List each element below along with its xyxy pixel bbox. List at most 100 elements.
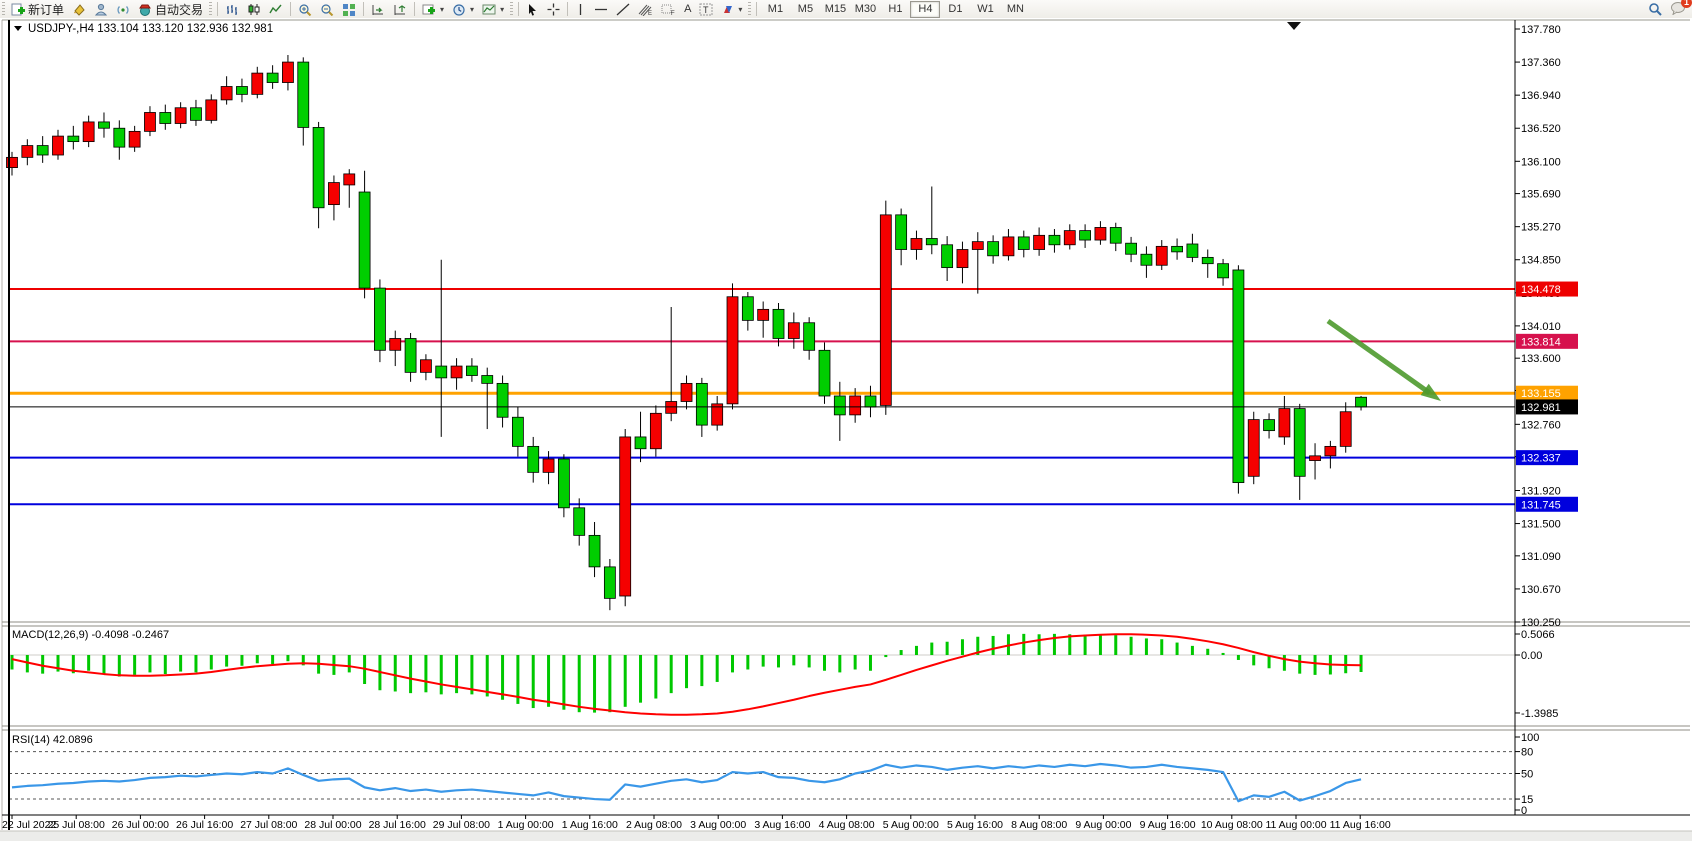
new-order-button[interactable]: 新订单 <box>7 0 68 18</box>
time-axis-label: 4 Aug 08:00 <box>819 819 875 831</box>
crosshair-tool-button[interactable] <box>543 0 564 18</box>
horizontal-scrollbar[interactable] <box>0 831 1692 841</box>
candle-body <box>511 416 524 447</box>
paint-bucket-icon <box>74 3 85 16</box>
price-label-box <box>1516 281 1578 297</box>
indicators-button[interactable]: ▾ <box>418 0 448 18</box>
vertical-line-icon <box>579 3 582 15</box>
time-axis-label: 9 Aug 00:00 <box>1075 819 1131 831</box>
candle-body <box>481 375 494 384</box>
chat-button[interactable]: 1 <box>1670 0 1692 18</box>
candle-body <box>266 72 279 83</box>
candle-body <box>864 395 877 408</box>
candle-body <box>1201 256 1214 265</box>
horizontal-line-tool-button[interactable] <box>590 0 612 18</box>
grid-tool-button[interactable]: F <box>657 0 680 18</box>
timeframe-w1[interactable]: W1 <box>977 2 994 15</box>
candle-body <box>465 365 478 376</box>
vertical-line-tool-button[interactable] <box>571 0 590 18</box>
periods-button[interactable]: ▾ <box>448 0 478 18</box>
candle-body <box>144 112 156 132</box>
profile-icon <box>94 3 108 15</box>
candle-body <box>358 191 371 289</box>
trendline-tool-button[interactable] <box>612 0 634 18</box>
price-label-132.981: 132.981 <box>1521 402 1561 414</box>
candle-body <box>1232 269 1245 484</box>
candle-body <box>941 244 954 269</box>
trend-arrow[interactable] <box>1326 318 1432 395</box>
zoom-out-button[interactable] <box>316 0 338 18</box>
candle-body <box>113 127 126 148</box>
timeframe-m1[interactable]: M1 <box>767 2 784 15</box>
candle-body <box>343 173 356 186</box>
timeframe-m15[interactable]: M15 <box>824 2 847 15</box>
candle-body <box>297 61 310 128</box>
arrows-tool-button[interactable]: ▾ <box>717 0 746 18</box>
candle-body <box>1278 408 1291 438</box>
time-axis-label: 25 Jul 08:00 <box>48 819 105 831</box>
auto-scroll-icon <box>372 4 384 15</box>
new-order-label: 新订单 <box>28 2 65 17</box>
profile-button[interactable] <box>90 0 112 18</box>
timeframe-mn[interactable]: MN <box>1006 2 1024 15</box>
timeframe-group: M1 M5 M15 M30 H1 H4 D1 W1 MN <box>760 0 1030 18</box>
candle-body <box>1355 396 1367 408</box>
macd-label: MACD(12,26,9) -0.4098 -0.2467 <box>12 629 169 641</box>
toolbar-separator <box>567 2 569 16</box>
candle-body <box>619 436 632 597</box>
candle-body <box>695 382 708 426</box>
bar-chart-button[interactable] <box>221 0 243 18</box>
search-icon[interactable] <box>1648 2 1662 16</box>
autotrade-button[interactable]: 自动交易 <box>134 0 207 18</box>
time-axis-label: 2 Aug 08:00 <box>626 819 682 831</box>
templates-button[interactable]: ▾ <box>478 0 508 18</box>
chevron-down-icon: ▾ <box>440 4 445 14</box>
candle-body <box>174 107 187 124</box>
price-label-box <box>1516 385 1578 401</box>
signal-button[interactable] <box>112 0 134 18</box>
text-label-tool-button[interactable]: T <box>695 0 717 18</box>
timeframe-d1[interactable]: D1 <box>948 2 963 15</box>
line-chart-button[interactable] <box>265 0 287 18</box>
text-tool-button[interactable]: A <box>680 0 695 18</box>
timeframe-m5[interactable]: M5 <box>797 2 814 15</box>
zoom-in-button[interactable] <box>294 0 316 18</box>
candle-body <box>420 359 432 373</box>
chart-shift-button[interactable] <box>389 0 411 18</box>
candle-body <box>649 412 662 450</box>
price-axis-tick: 130.670 <box>1521 584 1561 596</box>
candle-body <box>588 534 601 568</box>
chevron-down-icon: ▾ <box>500 4 505 14</box>
candle-body <box>1140 253 1153 266</box>
chart-shift-marker[interactable] <box>1287 22 1301 30</box>
auto-scroll-button[interactable] <box>367 0 389 18</box>
rsi-label: RSI(14) 42.0896 <box>12 734 93 746</box>
chat-badge: 1 <box>1681 0 1692 8</box>
timeframe-h4[interactable]: H4 <box>910 0 941 18</box>
candle-body <box>1155 245 1168 266</box>
timeframe-m30[interactable]: M30 <box>854 2 877 15</box>
candle-body <box>82 121 95 143</box>
tile-windows-button[interactable] <box>338 0 360 18</box>
price-axis-tick: 131.500 <box>1521 519 1561 531</box>
candle-body <box>1186 243 1199 258</box>
fibonacci-tool-button[interactable]: E <box>634 0 657 18</box>
timeframe-h1[interactable]: H1 <box>888 2 903 15</box>
candle-body <box>542 458 555 473</box>
arrows-icon <box>724 5 733 13</box>
chart-window[interactable]: USDJPY-,H4 133.104 133.120 132.936 132.9… <box>0 18 1692 841</box>
time-axis-label: 5 Aug 00:00 <box>883 819 939 831</box>
indicators-icon <box>422 4 436 14</box>
candle-body <box>849 395 862 416</box>
cursor-tool-button[interactable] <box>522 0 543 18</box>
time-axis-label: 9 Aug 16:00 <box>1140 819 1196 831</box>
toolbar-separator <box>518 2 520 16</box>
collapse-triangle-icon[interactable] <box>14 26 22 31</box>
chevron-down-icon: ▾ <box>470 4 475 14</box>
toolbar-separator <box>217 2 219 16</box>
candlestick-chart-button[interactable] <box>243 0 265 18</box>
candle-body <box>987 241 1000 257</box>
styler-button[interactable] <box>68 0 90 18</box>
candle-body <box>328 182 340 206</box>
candle-body <box>496 382 509 418</box>
